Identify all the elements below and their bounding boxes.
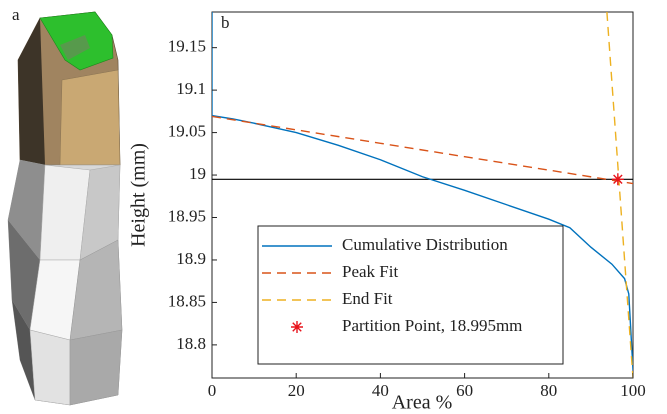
x-tick-label: 60	[456, 381, 473, 400]
x-tick-label: 0	[208, 381, 217, 400]
panel-label: b	[221, 13, 230, 32]
y-tick-label: 19.05	[168, 121, 206, 140]
mesh-image	[7, 11, 123, 406]
image-label: a	[12, 5, 20, 24]
y-tick-label: 19.1	[176, 79, 206, 98]
legend-marker	[291, 321, 303, 333]
series-line	[606, 12, 633, 378]
legend-label: Cumulative Distribution	[342, 235, 508, 254]
y-tick-label: 18.85	[168, 291, 206, 310]
x-tick-label: 80	[540, 381, 557, 400]
y-tick-label: 19.15	[168, 37, 206, 56]
x-tick-label: 40	[372, 381, 389, 400]
legend-label: Peak Fit	[342, 262, 398, 281]
x-tick-label: 100	[620, 381, 646, 400]
y-tick-label: 18.8	[176, 334, 206, 353]
x-tick-label: 20	[288, 381, 305, 400]
y-tick-label: 18.9	[176, 249, 206, 268]
series-line	[212, 115, 633, 185]
partition-point	[611, 173, 624, 186]
x-axis-label: Area %	[392, 392, 453, 414]
legend-label: Partition Point, 18.995mm	[342, 316, 522, 335]
y-tick-label: 19	[189, 164, 206, 183]
legend-label: End Fit	[342, 289, 393, 308]
y-tick-label: 18.95	[168, 206, 206, 225]
plot-area	[212, 12, 633, 378]
legend-box	[257, 225, 564, 365]
y-axis-label: Height (mm)	[128, 143, 150, 247]
